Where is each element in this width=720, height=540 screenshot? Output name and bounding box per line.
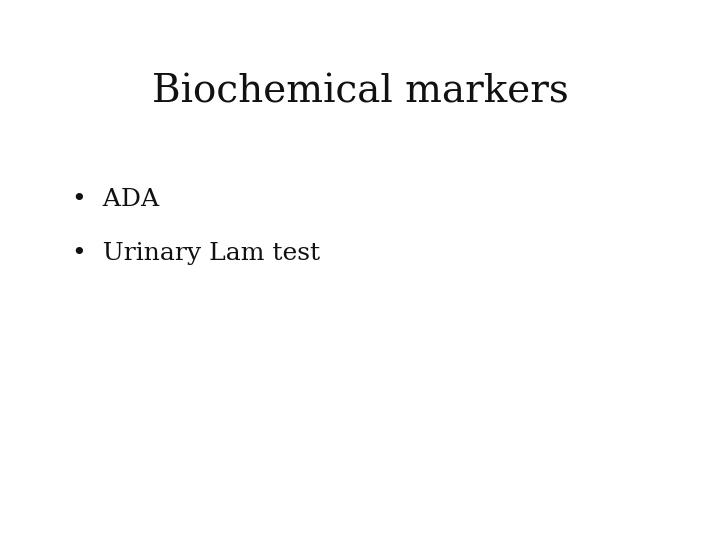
Text: •  Urinary Lam test: • Urinary Lam test [72,242,320,265]
Text: •  ADA: • ADA [72,188,159,211]
Text: Biochemical markers: Biochemical markers [152,73,568,110]
